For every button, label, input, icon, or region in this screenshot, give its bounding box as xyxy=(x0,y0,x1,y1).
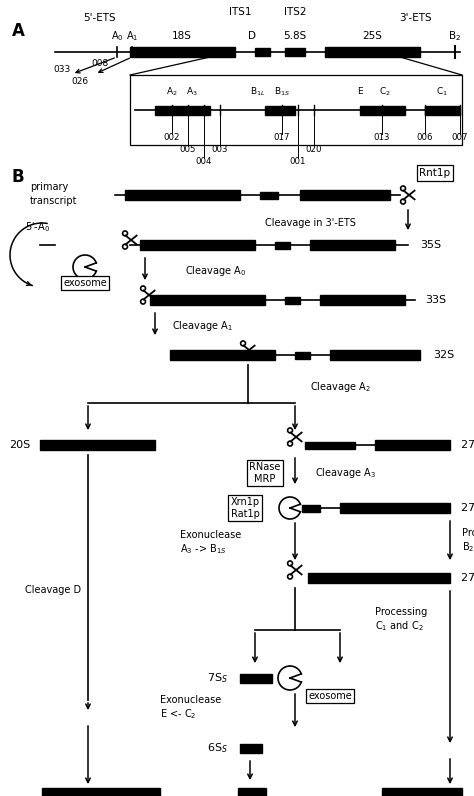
Bar xyxy=(382,787,462,796)
Text: 007: 007 xyxy=(452,134,468,142)
Text: 27SA$_3$: 27SA$_3$ xyxy=(460,501,474,515)
Text: 003: 003 xyxy=(212,146,228,154)
Bar xyxy=(40,440,155,450)
Text: 20S: 20S xyxy=(9,440,30,450)
Bar xyxy=(240,743,262,752)
Text: ITS2: ITS2 xyxy=(284,7,306,17)
Text: 7S$_S$: 7S$_S$ xyxy=(207,671,228,685)
Text: transcript: transcript xyxy=(30,196,78,206)
Text: Exonuclease
E <- C$_2$: Exonuclease E <- C$_2$ xyxy=(160,695,221,721)
Bar xyxy=(170,350,275,360)
Text: 5'-A$_0$: 5'-A$_0$ xyxy=(25,220,50,234)
Text: 020: 020 xyxy=(306,146,322,154)
Text: B$_{1S}$: B$_{1S}$ xyxy=(274,86,290,98)
Text: 5'-ETS: 5'-ETS xyxy=(84,13,116,23)
Text: 013: 013 xyxy=(374,134,390,142)
Bar xyxy=(295,352,310,358)
Text: C$_1$: C$_1$ xyxy=(436,86,448,98)
Text: A$_1$: A$_1$ xyxy=(126,29,138,43)
Text: Processing
C$_1$ and C$_2$: Processing C$_1$ and C$_2$ xyxy=(375,607,427,634)
Bar xyxy=(125,190,240,200)
Bar xyxy=(285,296,300,303)
Bar xyxy=(130,75,462,145)
Text: Exonuclease
A$_3$ -> B$_{1S}$: Exonuclease A$_3$ -> B$_{1S}$ xyxy=(180,529,241,556)
Bar xyxy=(300,190,390,200)
Bar xyxy=(340,503,450,513)
Bar xyxy=(240,673,272,682)
Bar xyxy=(265,106,295,115)
Text: C$_2$: C$_2$ xyxy=(379,86,391,98)
Text: 005: 005 xyxy=(180,146,196,154)
Text: 25S: 25S xyxy=(362,31,382,41)
Bar xyxy=(130,47,235,57)
Text: D: D xyxy=(248,31,256,41)
Bar xyxy=(275,241,290,248)
Text: ITS1: ITS1 xyxy=(229,7,251,17)
Bar xyxy=(305,442,355,448)
Bar xyxy=(140,240,255,250)
Bar xyxy=(320,295,405,305)
Text: Cleavage A$_2$: Cleavage A$_2$ xyxy=(310,380,371,394)
Text: B: B xyxy=(12,168,25,186)
Text: 002: 002 xyxy=(164,134,180,142)
Text: Cleavage A$_3$: Cleavage A$_3$ xyxy=(315,466,376,480)
Text: 32S: 32S xyxy=(433,350,454,360)
Text: RNase
MRP: RNase MRP xyxy=(249,462,281,484)
Text: Cleavage in 3'-ETS: Cleavage in 3'-ETS xyxy=(264,218,356,228)
Text: 006: 006 xyxy=(417,134,433,142)
Bar xyxy=(238,787,266,796)
Text: 27SA$_2$: 27SA$_2$ xyxy=(460,438,474,452)
Bar xyxy=(260,192,278,198)
Text: E: E xyxy=(357,88,363,96)
Text: 001: 001 xyxy=(290,158,306,166)
Bar xyxy=(285,48,305,56)
Text: Processing
B$_2$: Processing B$_2$ xyxy=(462,528,474,554)
Bar xyxy=(150,295,265,305)
Text: 3'-ETS: 3'-ETS xyxy=(399,13,431,23)
Text: 033: 033 xyxy=(54,65,71,75)
Text: 6S$_S$: 6S$_S$ xyxy=(207,741,228,755)
Text: Rnt1p: Rnt1p xyxy=(419,168,451,178)
Bar xyxy=(310,240,395,250)
Bar xyxy=(330,350,420,360)
Bar xyxy=(42,787,160,796)
Text: Cleavage A$_0$: Cleavage A$_0$ xyxy=(185,264,246,278)
Bar xyxy=(425,106,460,115)
Text: A: A xyxy=(12,22,25,40)
Bar xyxy=(255,48,270,56)
Text: 27SB$_S$: 27SB$_S$ xyxy=(460,571,474,585)
Text: 026: 026 xyxy=(72,77,89,87)
Text: A$_3$: A$_3$ xyxy=(186,86,198,98)
Text: Cleavage A$_1$: Cleavage A$_1$ xyxy=(172,319,233,333)
Text: exosome: exosome xyxy=(308,691,352,701)
Text: B$_2$: B$_2$ xyxy=(448,29,462,43)
Text: 008: 008 xyxy=(91,60,109,68)
Text: exosome: exosome xyxy=(63,278,107,288)
Bar xyxy=(302,505,320,512)
Text: 33S: 33S xyxy=(425,295,446,305)
Text: 004: 004 xyxy=(196,158,212,166)
Text: Cleavage D: Cleavage D xyxy=(25,585,81,595)
Text: primary: primary xyxy=(30,182,68,192)
Bar xyxy=(325,47,420,57)
Text: Xrn1p
Rat1p: Xrn1p Rat1p xyxy=(230,498,260,519)
Text: 35S: 35S xyxy=(420,240,441,250)
Bar xyxy=(360,106,405,115)
Text: B$_{1L}$: B$_{1L}$ xyxy=(250,86,266,98)
Text: 18S: 18S xyxy=(172,31,192,41)
Bar xyxy=(308,573,450,583)
Text: 5.8S: 5.8S xyxy=(283,31,307,41)
Bar xyxy=(155,106,210,115)
Text: 017: 017 xyxy=(274,134,290,142)
Text: A$_2$: A$_2$ xyxy=(166,86,178,98)
Bar xyxy=(375,440,450,450)
Text: A$_0$: A$_0$ xyxy=(110,29,123,43)
